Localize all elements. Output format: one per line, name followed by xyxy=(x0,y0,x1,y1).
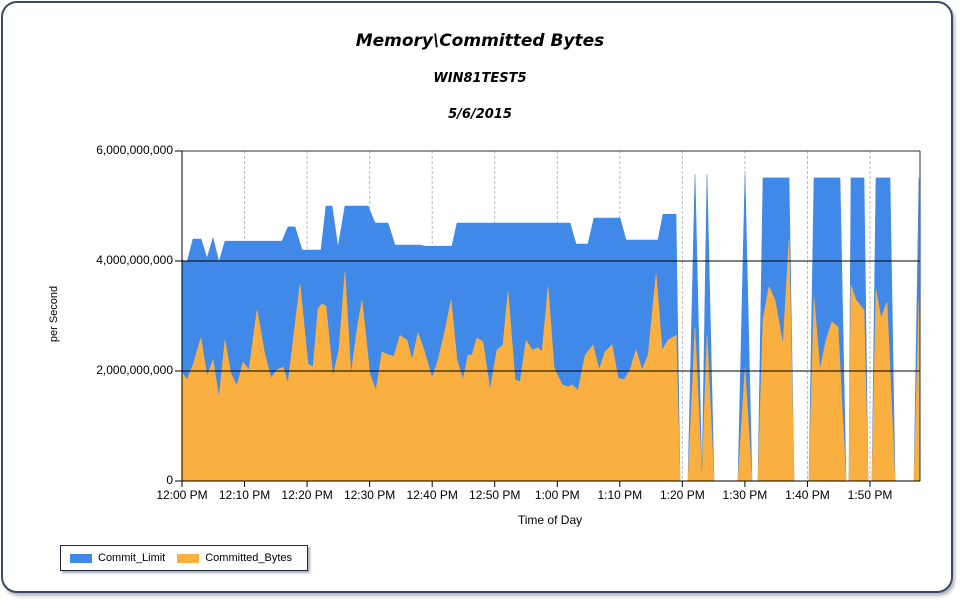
x-axis-label: Time of Day xyxy=(517,513,583,527)
x-tick-label: 12:30 PM xyxy=(343,488,396,502)
chart-title: Memory\Committed Bytes xyxy=(355,31,605,51)
y-tick-label: 4,000,000,000 xyxy=(96,253,173,267)
legend-label: Committed_Bytes xyxy=(205,552,293,564)
legend-swatch-committed-bytes xyxy=(177,553,200,563)
y-tick-label: 0 xyxy=(166,473,173,487)
x-tick-label: 1:20 PM xyxy=(660,488,705,502)
y-tick-label: 6,000,000,000 xyxy=(96,143,173,157)
x-tick-label: 1:50 PM xyxy=(847,488,893,502)
chart-date: 5/6/2015 xyxy=(448,107,512,122)
area-committed-bytes xyxy=(181,240,920,482)
x-tick-label: 12:50 PM xyxy=(469,488,521,502)
legend-swatch-commit-limit xyxy=(70,553,92,563)
y-axis-label: per Second xyxy=(48,285,60,343)
x-tick-label: 1:10 PM xyxy=(597,488,643,502)
x-tick-label: 12:10 PM xyxy=(218,488,271,502)
legend-item-committed-bytes: Committed_Bytes xyxy=(177,552,292,564)
chart-subtitle: WIN81TEST5 xyxy=(433,71,527,86)
x-tick-label: 12:40 PM xyxy=(406,488,458,502)
legend: Commit_Limit Committed_Bytes xyxy=(60,545,308,571)
x-tick-label: 1:00 PM xyxy=(534,488,580,502)
legend-item-commit-limit: Commit_Limit xyxy=(70,552,165,564)
legend-label: Commit_Limit xyxy=(98,552,166,564)
x-tick-label: 1:40 PM xyxy=(785,488,830,502)
x-tick-label: 12:20 PM xyxy=(281,488,333,502)
y-tick-label: 2,000,000,000 xyxy=(96,363,173,377)
x-tick-label: 1:30 PM xyxy=(722,488,768,502)
x-tick-label: 12:00 PM xyxy=(156,488,208,502)
